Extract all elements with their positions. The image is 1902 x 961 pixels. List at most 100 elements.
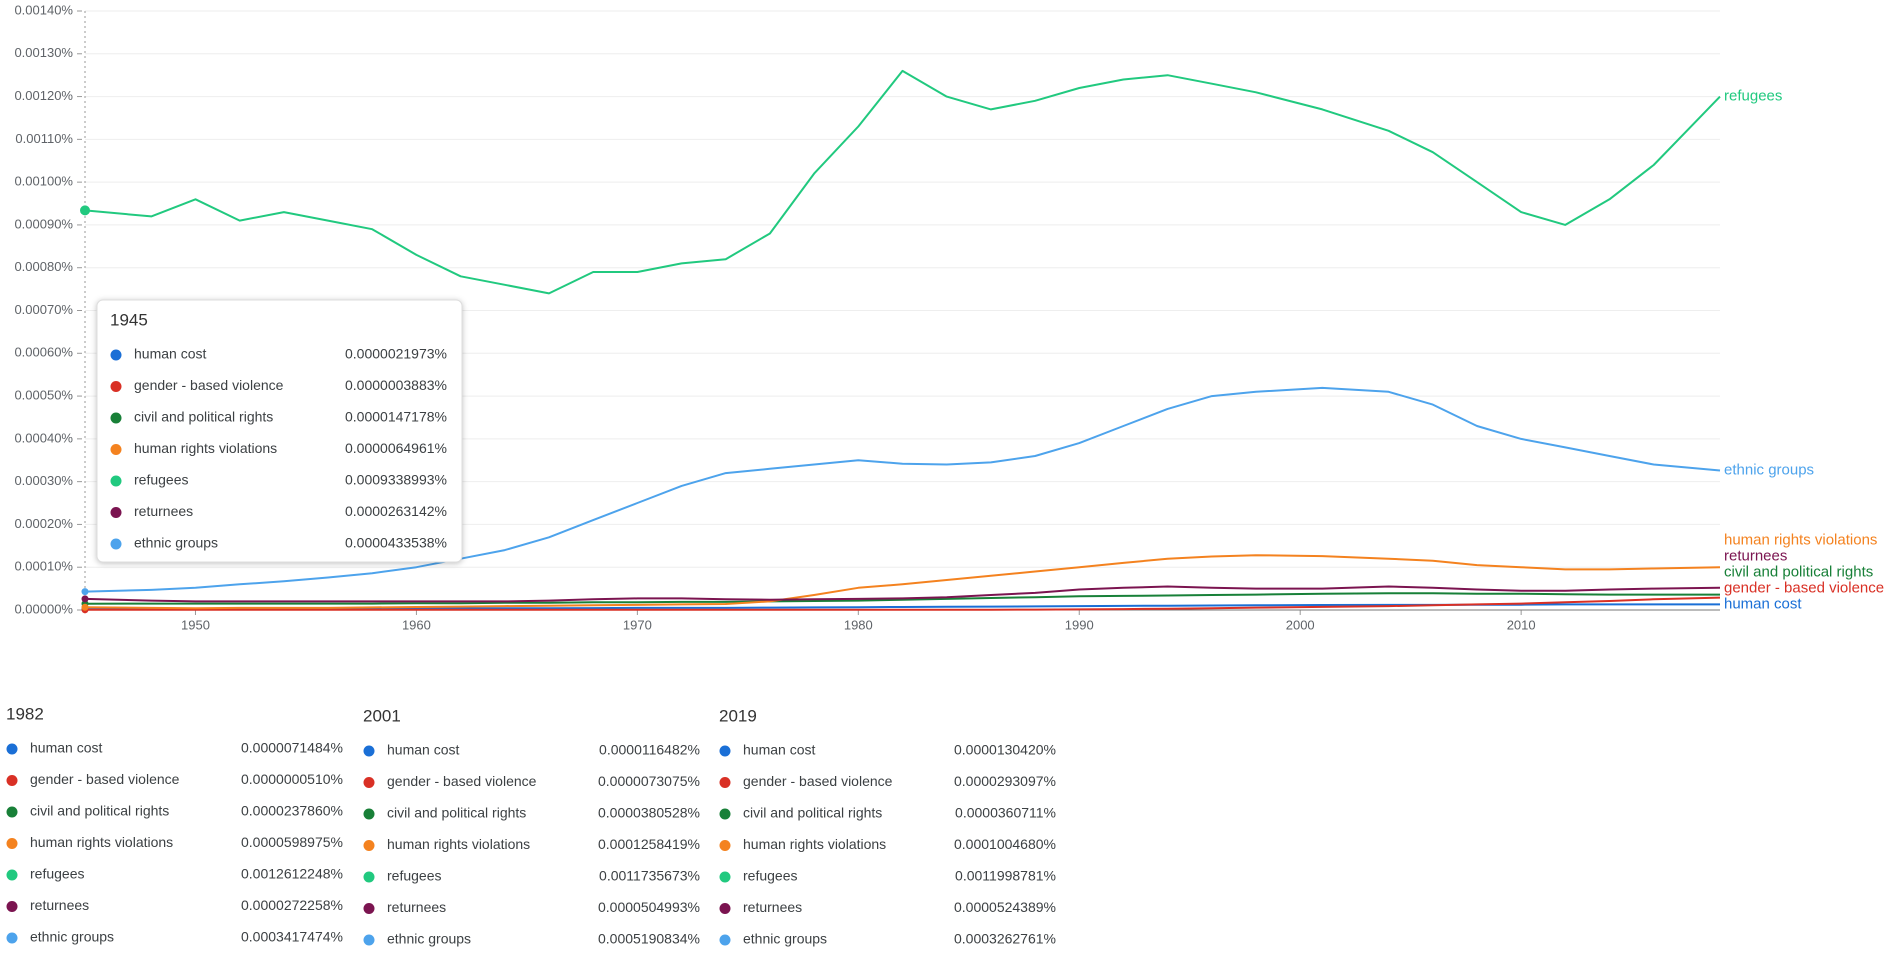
x-tick-label: 2000	[1286, 617, 1315, 632]
x-tick-label: 1980	[844, 617, 873, 632]
tooltip-dot	[719, 903, 731, 914]
tooltip-name: civil and political rights	[387, 805, 526, 821]
tooltip-dot	[6, 775, 18, 786]
tooltip-name: returnees	[743, 899, 802, 915]
line-label: gender - based violence	[1724, 579, 1884, 596]
tooltip-dot	[363, 903, 375, 914]
series-line	[84, 554, 1721, 610]
tooltip-value: 0.0000272258%	[241, 897, 343, 913]
tooltip-name: human rights violations	[134, 440, 277, 456]
tooltip-name: human cost	[134, 346, 206, 362]
line-label: returnees	[1724, 547, 1787, 564]
hover-dot	[81, 603, 89, 611]
tooltip-value: 0.0011735673%	[599, 868, 700, 884]
tooltip-value: 0.0003262761%	[954, 931, 1056, 947]
tooltip-name: human cost	[743, 742, 815, 758]
tooltip-dot	[719, 840, 731, 851]
tooltip-dot	[363, 871, 375, 883]
tooltip-box	[96, 299, 463, 563]
tooltip-name: civil and political rights	[30, 803, 169, 819]
x-tick-label: 1970	[623, 617, 652, 632]
tooltip-dot	[110, 444, 122, 455]
series-line	[84, 69, 1721, 295]
y-tick-label: 0.00070%	[14, 302, 73, 317]
x-tick-label: 1950	[181, 617, 210, 632]
y-tick-label: 0.00090%	[14, 216, 73, 231]
series-line	[84, 592, 1720, 605]
tooltip-dot	[110, 349, 122, 361]
tooltip-value: 0.0000064961%	[345, 440, 447, 456]
series-line	[85, 596, 1721, 611]
y-tick-label: 0.00030%	[14, 473, 73, 488]
tooltip-dot	[110, 507, 122, 518]
tooltip-value: 0.0000237860%	[241, 803, 343, 819]
line-label: human cost	[1724, 595, 1802, 612]
tooltip-name: civil and political rights	[134, 409, 273, 425]
tooltip: 1982 human cost 0.0000071484% gender - base…	[6, 704, 343, 944]
tooltip-name: ethnic groups	[743, 931, 827, 947]
tooltip-value: 0.0000380528%	[598, 805, 700, 821]
tooltip-value: 0.0000073075%	[598, 773, 700, 789]
y-tick-label: 0.00120%	[14, 88, 73, 103]
tooltip-value: 0.0000021973%	[345, 346, 447, 362]
series-line	[84, 585, 1721, 603]
tooltip-value: 0.0011998781%	[955, 868, 1056, 884]
tooltip-value: 0.0000071484%	[241, 740, 343, 756]
tooltip: 1945 human cost 0.0000021973% gender - base…	[96, 299, 463, 563]
tooltip-name: refugees	[30, 866, 84, 882]
tooltip-dot	[6, 806, 18, 818]
tooltip-dot	[110, 412, 122, 424]
tooltip-dot	[719, 871, 731, 883]
tooltip-dot	[363, 745, 375, 757]
tooltip-dot	[110, 538, 122, 550]
y-tick-label: 0.00060%	[14, 345, 73, 360]
hover-dot	[80, 205, 90, 216]
tooltip-value: 0.0000504993%	[598, 899, 700, 915]
tooltip-name: refugees	[387, 868, 441, 884]
tooltip-value: 0.0005190834%	[598, 931, 700, 947]
y-tick-label: 0.00130%	[14, 45, 73, 60]
tooltip-value: 0.0001004680%	[954, 836, 1056, 852]
tooltip-title: 2019	[719, 706, 757, 725]
x-tick-label: 2010	[1507, 617, 1536, 632]
y-tick-label: 0.00140%	[14, 2, 73, 17]
tooltip-value: 0.0003417474%	[241, 929, 343, 945]
tooltip-dot	[363, 840, 375, 851]
tooltip-name: gender - based violence	[743, 773, 893, 789]
y-tick-label: 0.00040%	[14, 430, 73, 445]
tooltip-dot	[719, 745, 731, 757]
tooltip-dot	[110, 475, 122, 487]
tooltip-name: gender - based violence	[387, 773, 537, 789]
tooltip-title: 1982	[6, 704, 44, 723]
tooltip-name: human rights violations	[30, 834, 173, 850]
tooltip-name: ethnic groups	[387, 931, 471, 947]
hover-dot	[81, 588, 89, 596]
tooltip-value: 0.0000360711%	[955, 805, 1056, 821]
tooltip-value: 0.0000293097%	[954, 773, 1056, 789]
tooltip-name: human rights violations	[387, 836, 530, 852]
tooltip-value: 0.0000598975%	[241, 834, 343, 850]
tooltip-dot	[6, 838, 18, 849]
tooltip-dot	[110, 381, 122, 392]
tooltip-dot	[719, 808, 731, 820]
y-tick-label: 0.00050%	[14, 388, 73, 403]
tooltip-name: civil and political rights	[743, 805, 882, 821]
tooltip-name: human rights violations	[743, 836, 886, 852]
tooltip-title: 2001	[363, 706, 401, 725]
tooltip-value: 0.0001258419%	[598, 836, 700, 852]
tooltip-value: 0.0000130420%	[954, 742, 1056, 758]
tooltip-name: ethnic groups	[30, 929, 114, 945]
y-tick-label: 0.00020%	[14, 516, 73, 531]
tooltip-dot	[6, 743, 18, 755]
tooltip-value: 0.0000003883%	[345, 377, 447, 393]
tooltip-name: ethnic groups	[134, 535, 218, 551]
tooltip-name: gender - based violence	[30, 771, 180, 787]
tooltip-dot	[719, 777, 731, 788]
series-line	[84, 386, 1721, 593]
tooltip-dot	[363, 934, 375, 946]
tooltip-value: 0.0000147178%	[345, 409, 447, 425]
tooltip-dot	[363, 808, 375, 820]
x-tick-label: 1960	[402, 617, 431, 632]
